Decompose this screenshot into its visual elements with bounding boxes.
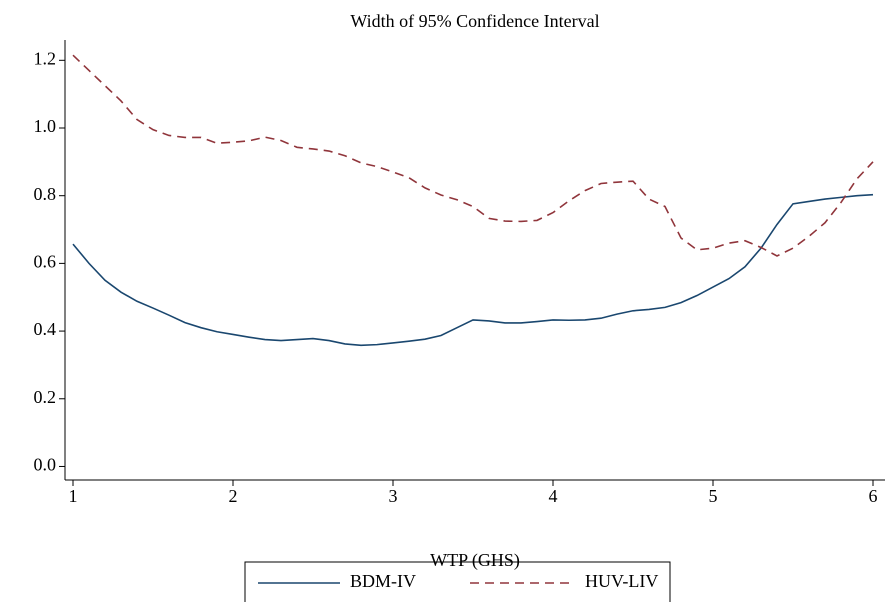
y-tick-label: 1.2 [34, 48, 57, 68]
x-tick-label: 3 [389, 486, 398, 506]
x-axis-label: WTP (GHS) [430, 550, 520, 571]
x-tick-label: 6 [869, 486, 878, 506]
legend [244, 561, 671, 602]
x-tick-label: 5 [709, 486, 718, 506]
series-line [72, 193, 874, 347]
legend-label: BDM-IV [350, 571, 416, 591]
y-tick-label: 1.0 [34, 116, 57, 136]
chart-title: Width of 95% Confidence Interval [350, 11, 599, 31]
y-tick-label: 0.8 [34, 184, 57, 204]
x-tick-label: 4 [549, 486, 558, 506]
y-tick-label: 0.6 [34, 252, 57, 272]
y-tick-label: 0.4 [34, 319, 57, 339]
x-tick-label: 1 [69, 486, 78, 506]
x-tick-label: 2 [229, 486, 238, 506]
y-tick-label: 0.2 [34, 387, 57, 407]
y-tick-label: 0.0 [34, 455, 57, 475]
legend-label: HUV-LIV [585, 571, 658, 591]
